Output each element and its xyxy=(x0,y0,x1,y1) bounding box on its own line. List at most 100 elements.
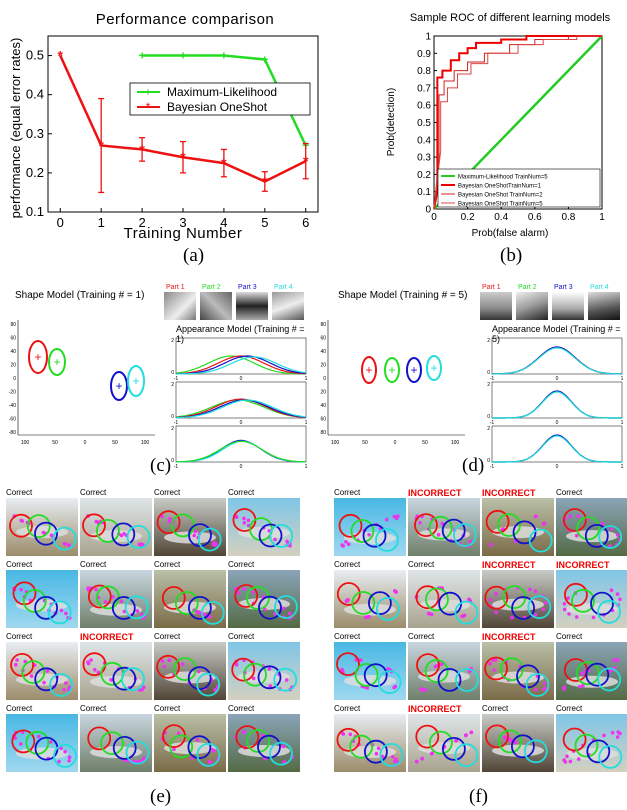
part-detection-circle xyxy=(527,595,552,619)
gauss-axes xyxy=(175,425,307,463)
part-detection-circle xyxy=(453,523,477,547)
part-detection-circle xyxy=(516,664,540,689)
y-tick-label: 0 xyxy=(13,376,16,382)
feature-dot xyxy=(346,542,351,547)
feature-dot xyxy=(396,514,400,518)
detection-overlay xyxy=(156,654,221,697)
y-tick-label: -20 xyxy=(9,390,16,396)
feature-dot xyxy=(528,587,532,592)
feature-dot xyxy=(109,678,113,682)
part-detection-circle xyxy=(484,585,509,610)
detection-overlay xyxy=(86,584,149,620)
feature-dot xyxy=(420,756,425,761)
result-cell: Correct xyxy=(80,704,152,774)
gauss-xtick: 0 xyxy=(240,420,243,426)
chart-b-ylabel: Prob(detection) xyxy=(386,88,397,156)
part-detection-circle xyxy=(437,668,462,692)
result-cell: Correct xyxy=(334,560,406,630)
shape-model-title-c: Shape Model (Training # = 1) xyxy=(15,290,145,301)
part-detection-circle xyxy=(525,673,550,697)
feature-dot xyxy=(119,533,124,538)
y-tick-label: -80 xyxy=(9,430,16,436)
feature-dot xyxy=(29,674,34,678)
feature-dot xyxy=(608,544,612,548)
data-point: * xyxy=(303,153,309,169)
label-d: (d) xyxy=(462,455,485,476)
gauss-xtick: -1 xyxy=(174,376,179,382)
y-tick-label: 20 xyxy=(320,390,326,396)
part3-patch-c xyxy=(236,292,268,320)
appearance-title-d: Appearance Model (Training # = 5) xyxy=(492,324,621,344)
gauss-ymax: 2 xyxy=(171,426,174,432)
result-cell: Correct xyxy=(228,488,300,558)
feature-dot xyxy=(267,667,272,671)
feature-dot xyxy=(359,658,363,662)
feature-dot xyxy=(494,591,498,596)
x-tick-label: 0 xyxy=(57,215,64,230)
gauss-curve xyxy=(175,398,307,418)
svg-text:+: + xyxy=(388,363,395,377)
feature-dot xyxy=(581,683,585,688)
feature-dot xyxy=(494,610,498,615)
x-tick-label: 100 xyxy=(331,440,340,446)
result-caption: INCORRECT xyxy=(482,560,536,570)
gauss-ymax: 2 xyxy=(487,426,490,432)
feature-dot xyxy=(543,686,548,691)
x-tick-label: 0.8 xyxy=(561,212,575,223)
y-tick-label: -60 xyxy=(9,417,16,423)
feature-dot xyxy=(62,687,66,692)
y-tick-label: 80 xyxy=(320,322,326,328)
gauss-curve xyxy=(175,355,307,375)
y-tick-label: 80 xyxy=(10,322,16,328)
label-c: (c) xyxy=(150,455,172,476)
gauss-ymin: 0 xyxy=(171,458,174,464)
feature-dot xyxy=(234,515,239,519)
x-tick-label: 1 xyxy=(599,212,605,223)
result-caption: INCORRECT xyxy=(482,632,536,642)
y-tick-label: 40 xyxy=(320,403,326,409)
feature-dot xyxy=(392,685,396,690)
part-detection-circle xyxy=(53,744,77,768)
y-tick-label: 40 xyxy=(320,349,326,355)
part-detection-circle xyxy=(201,601,225,625)
feature-dot xyxy=(103,600,108,604)
y-tick-label: 0.4 xyxy=(26,87,44,102)
legend-b-4: Bayesian OneShot TrainNum=5 xyxy=(458,202,543,208)
feature-dot xyxy=(502,735,507,739)
feature-dot xyxy=(59,746,63,751)
part-detection-circle xyxy=(523,739,548,764)
detection-overlay xyxy=(414,724,479,768)
part-detection-circle xyxy=(485,724,509,749)
result-caption: INCORRECT xyxy=(482,488,536,498)
feature-dot xyxy=(384,517,389,522)
part-detection-circle xyxy=(258,595,282,620)
result-caption: INCORRECT xyxy=(408,704,462,714)
feature-dot xyxy=(67,543,71,547)
label-e: (e) xyxy=(150,786,172,807)
airplane-body xyxy=(566,747,618,760)
feature-dot xyxy=(418,521,422,525)
chart-b-xlabel: Prob(false alarm) xyxy=(472,228,549,239)
feature-dot xyxy=(533,687,538,692)
y-tick-label: 0.1 xyxy=(26,204,44,219)
feature-dot xyxy=(213,688,217,692)
feature-dot xyxy=(391,755,395,759)
detection-overlay xyxy=(336,652,402,694)
feature-dot xyxy=(469,730,474,735)
part-detection-circle xyxy=(590,591,614,616)
svg-text:+: + xyxy=(144,85,151,99)
part-detection-circle xyxy=(415,724,440,749)
part-detection-circle xyxy=(498,729,522,754)
gauss-curve xyxy=(492,390,622,419)
result-cell: INCORRECT xyxy=(408,704,480,774)
feature-dot xyxy=(15,658,19,662)
detection-overlay xyxy=(338,513,400,552)
performance-chart: Performance comparison performance (equa… xyxy=(8,11,319,242)
feature-dot xyxy=(13,736,17,740)
part-detection-circle xyxy=(273,667,298,692)
gauss-axes xyxy=(491,337,623,375)
svg-text:+: + xyxy=(115,379,122,393)
feature-dot xyxy=(142,756,146,760)
panel-e-grid: Correct Correct Correct Correct Correct Corre… xyxy=(0,488,310,778)
feature-dot xyxy=(430,751,434,755)
